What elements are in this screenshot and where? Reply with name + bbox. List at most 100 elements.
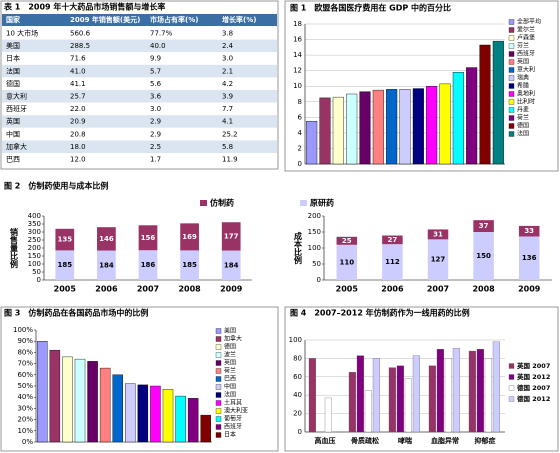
table-cell: 9.9 — [150, 55, 161, 63]
data-label: 127 — [431, 256, 446, 264]
table-cell: 40.0 — [150, 42, 166, 50]
table-header-cell: 增长率(%) — [222, 15, 256, 24]
table-cell: 25.7 — [70, 93, 86, 101]
y-tick-label: 0 — [37, 276, 41, 284]
legend-label: 荷兰 — [517, 114, 529, 122]
table-row — [2, 115, 277, 128]
x-tick-label: 2009 — [518, 285, 541, 294]
bar-segment — [473, 220, 494, 232]
chart-title: 图 1 欧盟各国医疗费用在 GDP 中的百分比 — [290, 3, 451, 13]
y-tick-label: 100 — [289, 336, 302, 344]
table-cell: 5.6 — [150, 80, 162, 88]
legend-swatch — [508, 67, 515, 73]
table-cell: 41.1 — [70, 80, 86, 88]
y-tick-label: 150 — [28, 252, 41, 260]
table-row — [2, 90, 277, 103]
bar — [428, 365, 436, 433]
y-tick-label: 80 — [293, 354, 302, 362]
data-label: 136 — [522, 254, 537, 262]
data-label: 135 — [57, 236, 72, 244]
table-cell: 560.6 — [70, 30, 91, 38]
y-tick-label: 18 — [293, 20, 302, 28]
x-tick-label: 2007 — [137, 285, 159, 294]
table-header-cell: 2009 年销售额(美元) — [70, 15, 140, 24]
bar — [346, 93, 358, 165]
bar — [112, 374, 123, 443]
bar-segment — [138, 225, 158, 251]
table-cell: 加拿大 — [6, 142, 27, 151]
legend-swatch — [508, 43, 515, 49]
table-cell: 2.9 — [150, 130, 161, 138]
table-header-row — [2, 14, 277, 26]
chart-title: 图 3 仿制药品在各国药品市场中的比例 — [4, 308, 148, 318]
legend-swatch — [508, 396, 515, 402]
legend-swatch — [508, 107, 515, 113]
legend-swatch — [215, 392, 222, 398]
bar-segment — [138, 250, 158, 280]
bar — [99, 367, 111, 443]
y-tick-label: 0% — [22, 438, 33, 446]
legend-label: 中国 — [224, 383, 236, 391]
legend-label: 卢森堡 — [517, 34, 535, 42]
y-tick-label: 100% — [13, 326, 33, 334]
legend-label: 德国 2007 — [517, 383, 550, 392]
chart-title: 图 2 仿制药使用与成本比例 — [4, 181, 108, 191]
table-cell: 3.9 — [222, 93, 233, 101]
table-header-cell: 国家 — [6, 15, 21, 24]
bar — [484, 358, 492, 433]
table-cell: 英国 — [6, 117, 20, 126]
legend-label: 法国 — [517, 130, 529, 138]
table-row — [2, 140, 277, 153]
data-label: 150 — [476, 252, 491, 260]
y-tick-label: 30% — [17, 404, 33, 412]
bar — [37, 341, 48, 443]
legend-swatch — [215, 432, 222, 438]
data-label: 156 — [141, 234, 156, 242]
y-tick-label: 300 — [28, 228, 41, 236]
legend-swatch — [508, 51, 515, 57]
legend-swatch — [215, 344, 222, 350]
y-tick-label: 250 — [28, 236, 41, 244]
legend-label: 澳大利亚 — [224, 407, 248, 415]
bar — [306, 121, 318, 165]
table-cell: 美国 — [6, 41, 20, 50]
data-label: 33 — [524, 227, 534, 235]
bar — [404, 378, 412, 433]
x-tick-label: 高血压 — [315, 436, 336, 445]
legend-swatch — [508, 83, 515, 89]
legend-label: 德国 — [517, 122, 529, 130]
bar — [372, 89, 384, 165]
bar — [412, 355, 420, 433]
table-cell: 4.2 — [222, 80, 233, 88]
bar-segment — [427, 239, 449, 280]
data-label: 186 — [141, 261, 156, 269]
bar — [324, 397, 332, 433]
table-row — [2, 153, 277, 166]
bar-segment — [518, 236, 540, 280]
bar-segment — [180, 223, 199, 251]
x-tick-label: 抑郁症 — [475, 436, 496, 445]
legend-label: 西班牙 — [517, 50, 535, 58]
bar-segment — [221, 250, 241, 280]
table-header-cell: 市场占有率(%) — [150, 15, 198, 24]
table-cell: 20.8 — [70, 130, 86, 138]
table-cell: 5.8 — [222, 143, 233, 151]
legend-swatch — [508, 59, 515, 65]
bar — [412, 88, 424, 165]
data-label: 31 — [433, 230, 443, 238]
y-tick-label: 100 — [28, 260, 41, 268]
y-tick-label: 14 — [293, 51, 302, 59]
y-tick-label: 60% — [17, 371, 33, 379]
y-tick-label: 50 — [32, 268, 41, 276]
bar — [162, 389, 174, 443]
table-cell: 22.0 — [70, 105, 86, 113]
legend-swatch — [215, 416, 222, 422]
bar — [319, 97, 331, 165]
data-label: 177 — [224, 232, 239, 240]
x-tick-label: 2005 — [54, 285, 77, 294]
table-cell: 18.0 — [70, 143, 86, 151]
y-tick-label: 150 — [308, 228, 321, 236]
legend-label: 比利时 — [517, 98, 535, 106]
legend-label: 英国 — [224, 359, 236, 367]
